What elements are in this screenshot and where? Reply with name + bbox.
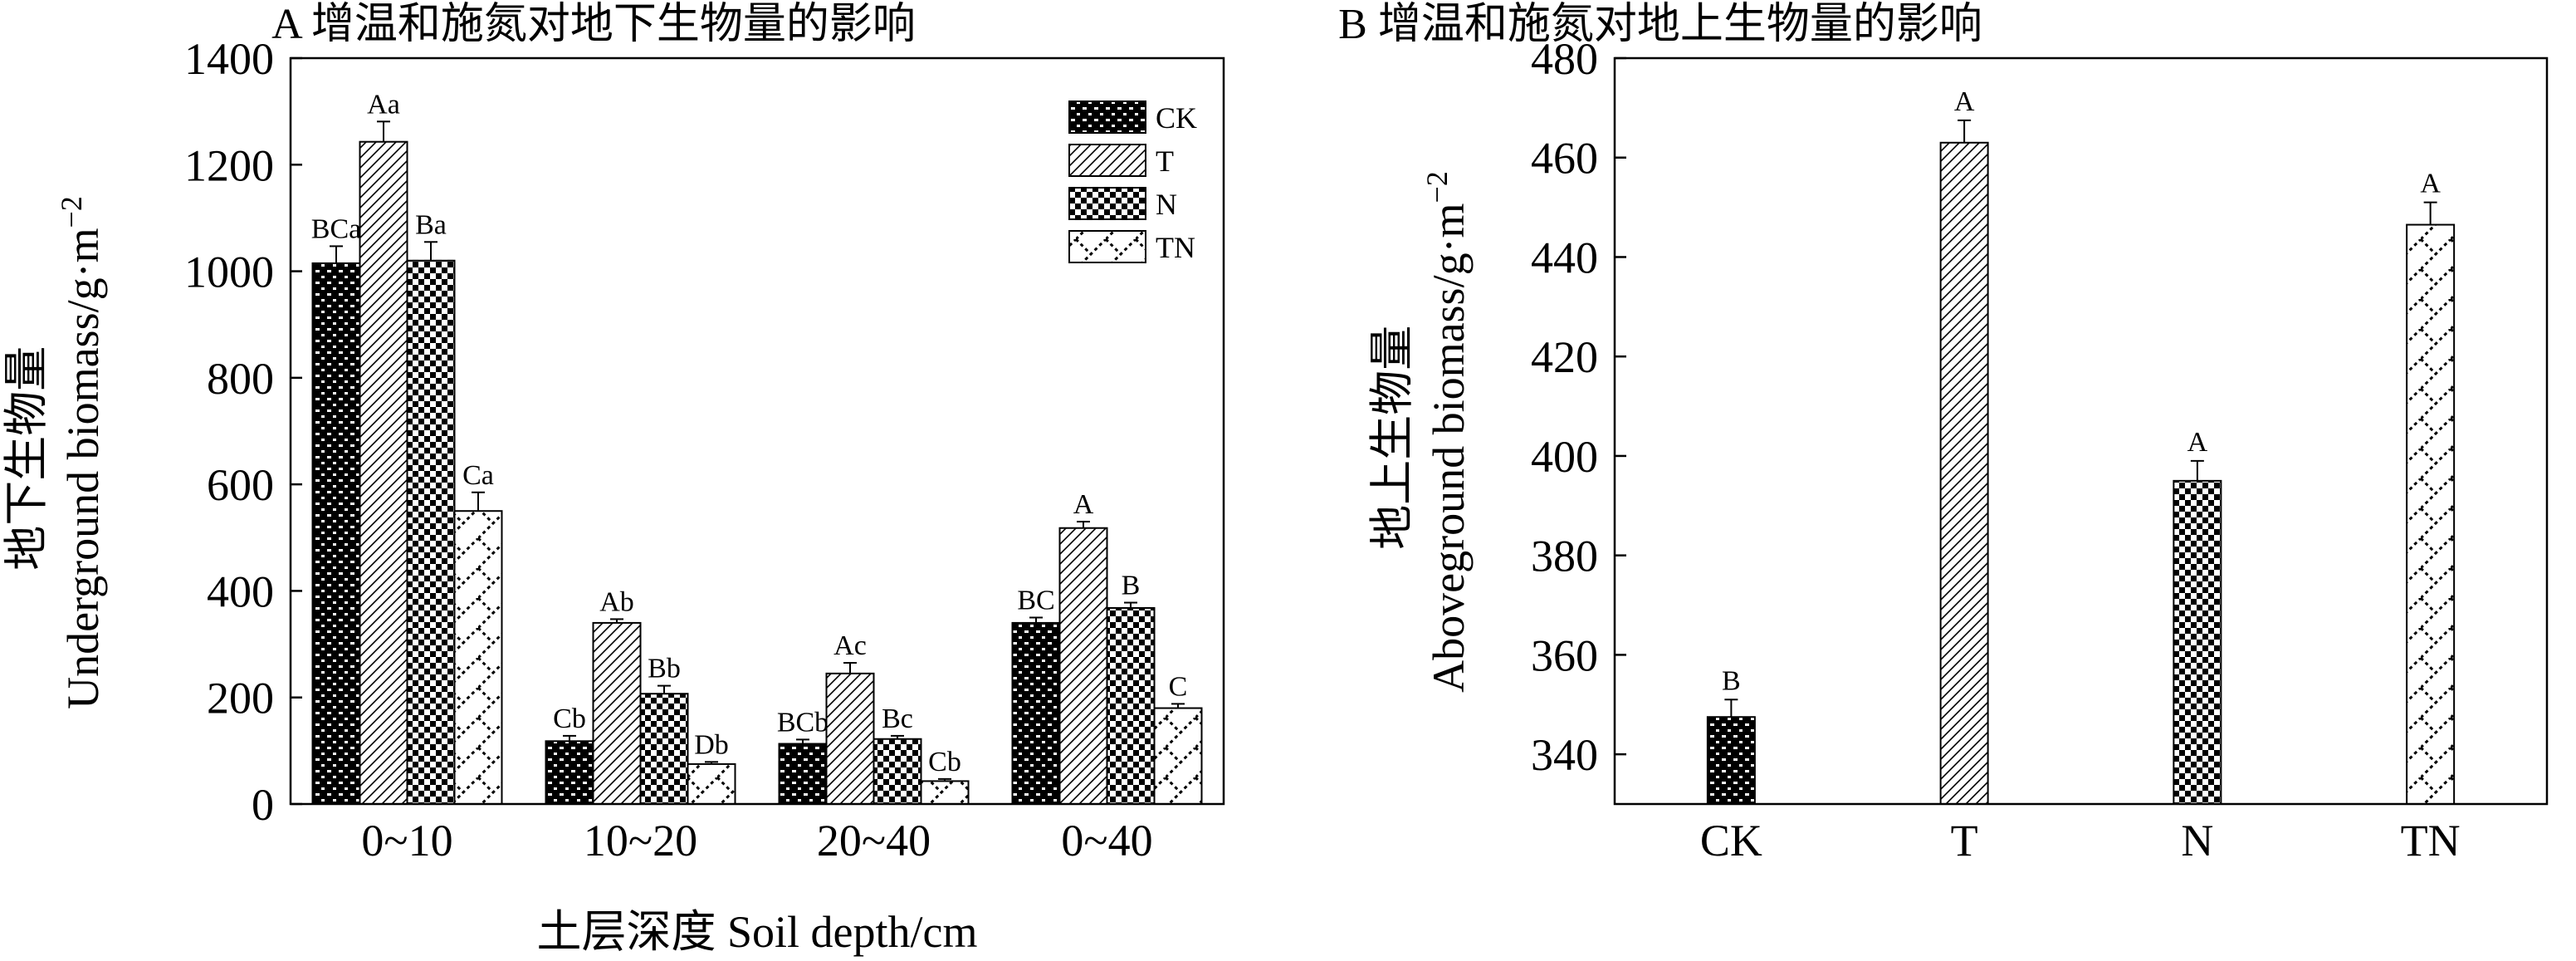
panel-b-y-ticks: 340 360 380 400 420 440 460 480 bbox=[1531, 34, 1626, 780]
bar bbox=[639, 693, 689, 806]
y-tick-label: 200 bbox=[207, 674, 274, 723]
bar bbox=[592, 621, 642, 806]
bar bbox=[311, 262, 361, 805]
bar-significance-label: BCb bbox=[777, 707, 829, 738]
bar bbox=[1939, 141, 1989, 806]
bar bbox=[359, 140, 408, 805]
legend-swatch bbox=[1068, 187, 1146, 220]
panel-a: A 增温和施氮对地下生物量的影响 土层深度 Soil depth/cm 地下生物… bbox=[2, 1, 1225, 957]
bar-significance-label: B bbox=[1122, 571, 1141, 601]
x-tick-label: TN bbox=[2401, 816, 2461, 865]
bar bbox=[778, 743, 828, 805]
legend-label: TN bbox=[1156, 231, 1195, 264]
bar bbox=[1058, 527, 1108, 805]
panel-b-title: B 增温和施氮对地上生物量的影响 bbox=[1338, 1, 1982, 48]
panel-a-y-axis-label: 地下生物量 Underground biomass/g·m−2 bbox=[2, 196, 108, 709]
panel-a-x-axis-label: 土层深度 Soil depth/cm bbox=[537, 907, 978, 957]
y-tick-label: 380 bbox=[1531, 532, 1598, 581]
bar bbox=[2406, 223, 2456, 805]
y-tick-label: 480 bbox=[1531, 34, 1598, 84]
x-tick-label: CK bbox=[1700, 816, 1762, 865]
bar-significance-label: A bbox=[1954, 86, 1975, 117]
bar bbox=[453, 510, 503, 805]
legend-label: T bbox=[1156, 145, 1174, 178]
panel-a-title: A 增温和施氮对地下生物量的影响 bbox=[271, 1, 916, 48]
bar-significance-label: Ac bbox=[833, 630, 867, 661]
legend-swatch bbox=[1068, 230, 1146, 263]
bar-significance-label: BCa bbox=[311, 213, 361, 244]
y-tick-label: 600 bbox=[207, 460, 274, 510]
y-tick-label: 360 bbox=[1531, 630, 1598, 680]
legend-label: CK bbox=[1156, 101, 1197, 135]
bar-significance-label: B bbox=[1722, 665, 1741, 696]
y-tick-label: 1200 bbox=[184, 140, 274, 190]
bar bbox=[1011, 621, 1061, 806]
x-tick-label: 0~10 bbox=[361, 816, 452, 865]
x-tick-label: N bbox=[2181, 816, 2213, 865]
legend: CK TN TN bbox=[1068, 101, 1197, 264]
panel-a-y-ticks: 0 200 400 600 800 1000 1200 1400 bbox=[184, 34, 302, 830]
bar-significance-label: BC bbox=[1017, 586, 1054, 616]
x-tick-label: 0~40 bbox=[1061, 816, 1152, 865]
bar-significance-label: Cb bbox=[553, 704, 586, 734]
y-tick-label: 0 bbox=[252, 780, 274, 830]
legend-swatch bbox=[1068, 144, 1146, 177]
bar-significance-label: Ab bbox=[599, 586, 634, 617]
bar bbox=[1106, 606, 1156, 805]
y-tick-label: 1000 bbox=[184, 248, 274, 297]
panel-b-bars: B A A A bbox=[1706, 86, 2456, 806]
bar-significance-label: A bbox=[2420, 169, 2441, 199]
bar bbox=[2173, 479, 2222, 805]
panel-b: B 增温和施氮对地上生物量的影响 地上生物量 Aboveground bioma… bbox=[1338, 1, 2549, 865]
bar-significance-label: Db bbox=[694, 729, 729, 760]
bar bbox=[873, 738, 922, 806]
y-tick-label: 400 bbox=[207, 566, 274, 616]
bar-significance-label: Bc bbox=[882, 704, 913, 734]
panel-a-x-ticks: 0~10 10~20 20~40 0~40 bbox=[361, 792, 1153, 865]
legend-label: N bbox=[1156, 188, 1177, 221]
y-tick-label: 800 bbox=[207, 354, 274, 404]
bar-significance-label: A bbox=[1073, 489, 1094, 520]
x-tick-label: 20~40 bbox=[817, 816, 931, 865]
legend-swatch bbox=[1068, 101, 1146, 134]
y-tick-label: 1400 bbox=[184, 34, 274, 84]
panel-a-plot-frame bbox=[289, 56, 1225, 806]
x-tick-label: 10~20 bbox=[584, 816, 697, 865]
bar-significance-label: Ba bbox=[415, 209, 447, 240]
bar-significance-label: Ca bbox=[462, 460, 494, 491]
x-tick-label: T bbox=[1951, 816, 1978, 865]
bar bbox=[825, 672, 875, 805]
bar-significance-label: A bbox=[2187, 427, 2208, 458]
panel-b-y-axis-label: 地上生物量 Aboveground biomass/g·m−2 bbox=[1367, 171, 1474, 693]
y-tick-label: 400 bbox=[1531, 432, 1598, 482]
bar bbox=[545, 740, 594, 805]
panel-b-x-ticks: CK T N TN bbox=[1700, 792, 2461, 865]
bar-significance-label: C bbox=[1169, 671, 1188, 702]
y-tick-label: 420 bbox=[1531, 332, 1598, 382]
bar-significance-label: Cb bbox=[928, 747, 961, 777]
bar bbox=[1153, 707, 1203, 805]
bar bbox=[920, 780, 970, 806]
bar bbox=[1706, 716, 1756, 806]
bar-significance-label: Bb bbox=[648, 654, 681, 684]
bar bbox=[406, 259, 456, 805]
bar bbox=[687, 762, 736, 806]
y-tick-label: 440 bbox=[1531, 233, 1598, 282]
y-tick-label: 460 bbox=[1531, 134, 1598, 184]
bar-significance-label: Aa bbox=[367, 89, 400, 120]
panel-b-plot-frame bbox=[1613, 56, 2549, 806]
y-tick-label: 340 bbox=[1531, 730, 1598, 780]
